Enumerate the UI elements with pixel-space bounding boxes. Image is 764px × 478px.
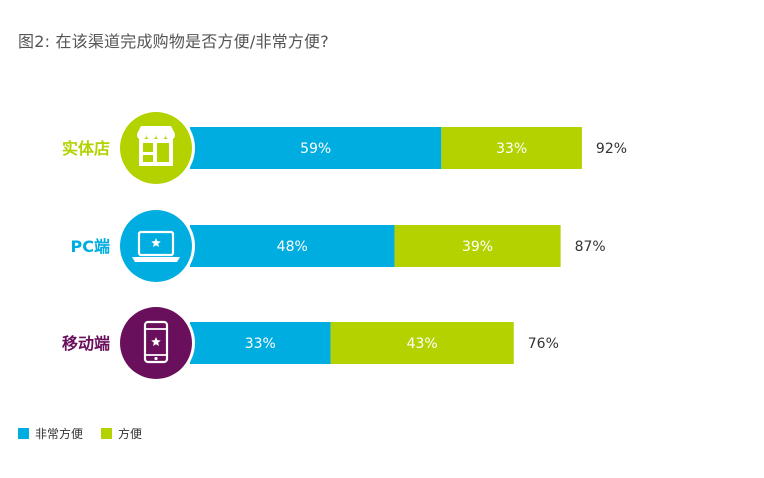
bar-convenient bbox=[441, 127, 582, 169]
legend-item-very-convenient: 非常方便 bbox=[18, 425, 83, 442]
bar-very-convenient bbox=[190, 127, 442, 169]
store-awning-scallop bbox=[146, 130, 156, 140]
legend-swatch-very-convenient bbox=[18, 428, 29, 439]
category-label: 移动端 bbox=[62, 334, 110, 353]
legend-swatch-convenient bbox=[101, 428, 113, 439]
phone-home-button bbox=[154, 356, 158, 361]
smartphone-icon bbox=[143, 320, 169, 364]
bar-very-convenient bbox=[190, 322, 331, 364]
category-label: 实体店 bbox=[62, 139, 110, 158]
bar-value-label: 48% bbox=[277, 239, 308, 255]
store-window bbox=[143, 143, 153, 152]
total-value-label: 76% bbox=[528, 336, 559, 352]
bar-value-label: 33% bbox=[245, 336, 276, 352]
phone-star-icon bbox=[151, 337, 161, 347]
chart-legend: 非常方便 方便 bbox=[18, 425, 160, 442]
legend-item-convenient: 方便 bbox=[101, 425, 142, 442]
legend-label-very-convenient: 非常方便 bbox=[35, 427, 84, 441]
total-value-label: 87% bbox=[575, 239, 606, 255]
category-label: PC端 bbox=[71, 237, 110, 256]
store-icon bbox=[137, 126, 175, 166]
bar-value-label: 43% bbox=[407, 336, 438, 352]
legend-label-convenient: 方便 bbox=[118, 427, 143, 441]
bar-very-convenient bbox=[190, 225, 395, 267]
laptop-base bbox=[132, 257, 180, 262]
store-awning-scallop bbox=[156, 130, 166, 140]
chart-row-3: 33% 43% 76% 移动端 bbox=[62, 304, 559, 382]
store-awning-scallop bbox=[137, 130, 147, 140]
chart-row-2: 48% 39% 87% PC端 bbox=[71, 207, 606, 285]
store-awning-scallop bbox=[165, 130, 175, 140]
total-value-label: 92% bbox=[596, 141, 627, 157]
laptop-star-icon bbox=[151, 238, 161, 248]
bar-convenient bbox=[394, 225, 561, 267]
bar-value-label: 59% bbox=[300, 141, 331, 157]
store-window bbox=[143, 155, 153, 162]
bar-value-label: 39% bbox=[462, 239, 493, 255]
store-door bbox=[157, 143, 169, 162]
store-awning bbox=[137, 126, 175, 134]
chart-row-1: 59% 33% 92% 实体店 bbox=[62, 109, 627, 187]
phone-body bbox=[143, 320, 169, 364]
chart-title: 图2: 在该渠道完成购物是否方便/非常方便? bbox=[18, 32, 329, 51]
laptop-icon bbox=[132, 230, 180, 262]
laptop-screen bbox=[137, 230, 175, 257]
bar-convenient bbox=[330, 322, 514, 364]
bar-value-label: 33% bbox=[496, 141, 527, 157]
icon-circle bbox=[120, 210, 192, 282]
